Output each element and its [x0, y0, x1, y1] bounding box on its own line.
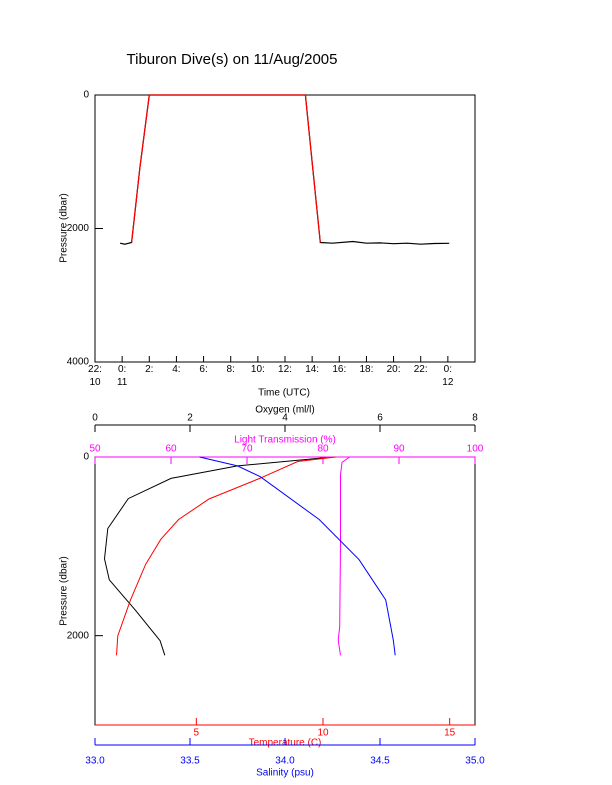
x-tick-label: 15	[444, 728, 456, 739]
x-tick-label: 4	[282, 413, 288, 424]
y-tick-label: 0	[83, 90, 89, 101]
x-tick-label: 33.5	[180, 756, 200, 767]
chart-title: Tiburon Dive(s) on 11/Aug/2005	[127, 51, 338, 68]
x-tick-label: 16:	[332, 364, 347, 375]
x-tick-label: 33.0	[85, 756, 105, 767]
x-tick-label: 0	[92, 413, 98, 424]
x-tick-label: 6:	[199, 364, 208, 375]
x-tick-label: 4:	[172, 364, 181, 375]
y-tick-label: 4000	[67, 357, 90, 368]
profile-line	[103, 456, 333, 656]
x-tick-label: 8	[472, 413, 478, 424]
x-tick-label: 10:	[250, 364, 265, 375]
profile-line	[337, 456, 350, 656]
plot-frame	[94, 94, 476, 363]
profile-line	[199, 456, 396, 656]
x-tick-label: 8:	[226, 364, 235, 375]
x-axis-title: Salinity (psu)	[256, 768, 314, 779]
plot-frame	[94, 456, 476, 726]
y-tick-label: 0	[83, 452, 89, 463]
x-tick-label: 80	[317, 444, 329, 455]
x-tick-label: 18:	[359, 364, 374, 375]
x-tick-label: 100	[467, 444, 484, 455]
x-tick-label: 22:	[413, 364, 428, 375]
x-tick-label: 5	[194, 728, 200, 739]
y-tick-label: 2000	[67, 630, 90, 641]
x-axis-title: Oxygen (ml/l)	[255, 405, 314, 416]
x-tick-label: 22: 10	[88, 364, 102, 388]
x-axis-title: Light Transmission (%)	[234, 435, 336, 446]
x-tick-label: 34.0	[275, 756, 295, 767]
y-axis-title: Pressure (dbar)	[59, 556, 70, 625]
x-tick-label: 70	[241, 444, 253, 455]
x-tick-label: 2	[187, 413, 193, 424]
x-tick-label: 14:	[305, 364, 320, 375]
x-tick-label: 0: 11	[116, 364, 128, 388]
x-tick-label: 6	[377, 413, 383, 424]
y-tick-label: 2000	[67, 223, 90, 234]
x-tick-label: 50	[89, 444, 101, 455]
x-tick-label: 0: 12	[442, 364, 454, 388]
x-tick-label: 34.5	[370, 756, 390, 767]
x-tick-label: 12:	[278, 364, 292, 375]
profile-line	[116, 456, 336, 656]
x-tick-label: 35.0	[465, 756, 485, 767]
x-tick-label: 10	[317, 728, 329, 739]
data-line	[119, 94, 450, 245]
x-tick-label: 20:	[386, 364, 401, 375]
y-axis-title: Pressure (dbar)	[59, 193, 70, 262]
x-tick-label: 60	[165, 444, 177, 455]
x-tick-label: 2:	[145, 364, 154, 375]
x-tick-label: 90	[393, 444, 405, 455]
x-axis-title: Time (UTC)	[258, 388, 310, 399]
data-line	[131, 94, 321, 243]
